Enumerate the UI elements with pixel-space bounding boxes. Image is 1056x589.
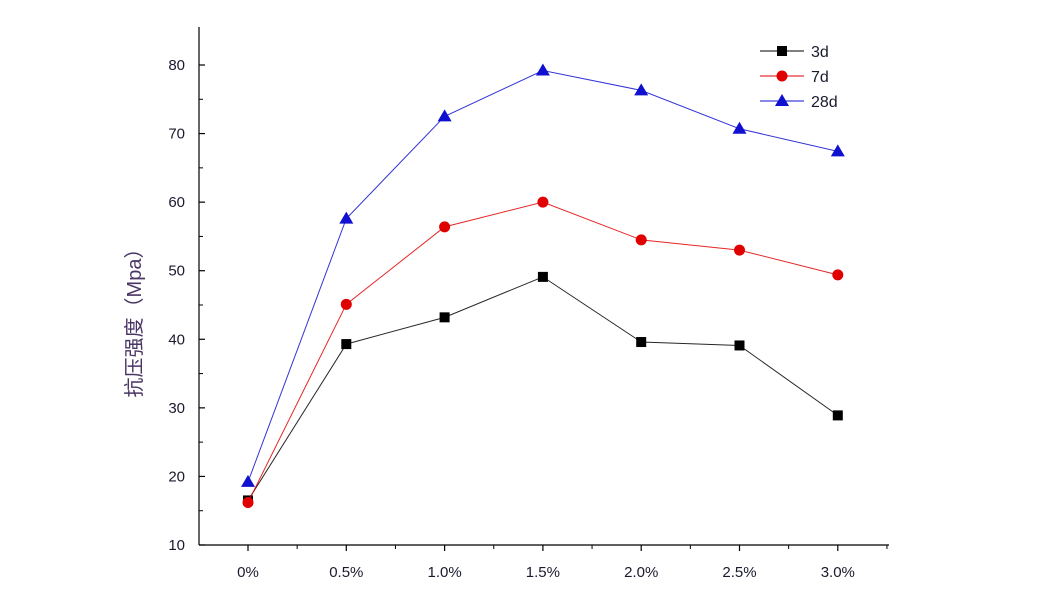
data-point-7d	[734, 244, 745, 256]
x-tick-label: 1.0%	[427, 564, 461, 581]
data-point-3d	[439, 312, 450, 323]
legend-marker	[776, 70, 788, 82]
data-point-28d	[241, 474, 255, 487]
data-point-7d	[537, 196, 549, 208]
x-tick-label: 3.0%	[821, 564, 855, 581]
legend-item-7d: 7d	[760, 69, 829, 86]
y-tick-label: 10	[168, 537, 185, 554]
y-tick-label: 30	[168, 400, 185, 417]
data-point-7d	[439, 221, 451, 233]
x-ticks: 0% 0.5% 1.0% 1.5% 2.0% 2.5% 3.0%	[237, 545, 888, 581]
data-point-3d	[636, 337, 647, 348]
x-tick-label: 0%	[237, 564, 259, 581]
series-line-3d	[247, 276, 839, 501]
data-point-7d	[242, 496, 254, 508]
x-tick-label: 2.5%	[722, 564, 756, 581]
data-point-28d	[339, 211, 354, 224]
series-3d	[243, 271, 843, 506]
data-point-3d	[341, 339, 352, 350]
x-tick-label: 0.5%	[329, 564, 363, 581]
y-tick-label: 20	[168, 468, 185, 485]
axes	[198, 27, 889, 546]
legend-item-28d: 28d	[760, 94, 838, 111]
legend-label: 28d	[811, 94, 838, 111]
data-point-3d	[734, 340, 745, 351]
y-tick-label: 80	[168, 57, 185, 74]
legend-label: 7d	[811, 69, 829, 86]
legend-item-3d: 3d	[760, 44, 829, 61]
y-tick-label: 40	[168, 331, 185, 348]
x-tick-label: 1.5%	[526, 564, 560, 581]
data-point-7d	[635, 234, 647, 246]
data-point-28d	[535, 63, 550, 76]
data-point-28d	[732, 121, 747, 134]
series-7d	[242, 196, 844, 508]
legend-marker	[777, 46, 787, 56]
y-axis-title: 抗压强度（Mpa）	[123, 239, 146, 398]
y-tick-label: 70	[168, 126, 185, 143]
legend: 3d 7d 28d	[760, 44, 838, 111]
series-layer	[241, 63, 845, 508]
y-tick-label: 50	[168, 263, 185, 280]
y-ticks: 10 20 30 40 50 60 70 80	[168, 57, 205, 554]
y-tick-label: 60	[168, 194, 185, 211]
x-tick-label: 2.0%	[624, 564, 658, 581]
data-point-3d	[537, 271, 548, 282]
data-point-7d	[832, 269, 844, 281]
data-point-3d	[832, 410, 843, 421]
data-point-28d	[634, 83, 649, 96]
series-28d	[241, 63, 845, 487]
legend-label: 3d	[811, 44, 829, 61]
data-point-28d	[830, 144, 845, 157]
data-point-7d	[340, 298, 352, 310]
data-point-28d	[437, 109, 452, 122]
legend-marker	[775, 94, 789, 106]
